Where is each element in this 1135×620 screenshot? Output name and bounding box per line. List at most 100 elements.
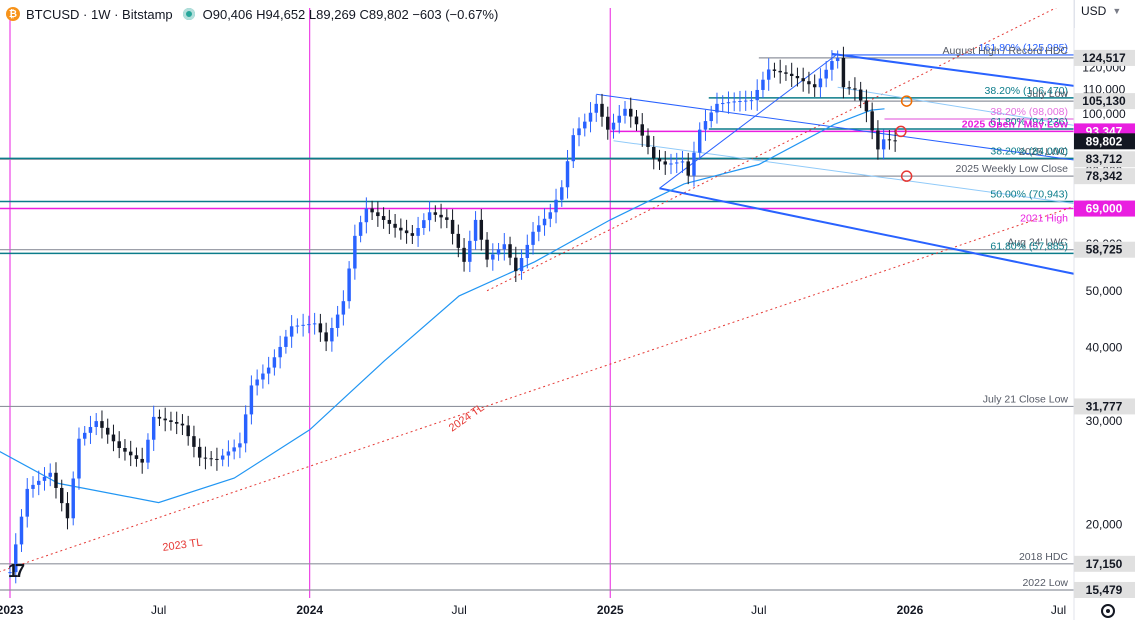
candle-body — [537, 225, 541, 232]
level-label: 2018 HDC — [1019, 551, 1068, 563]
candle-body — [180, 423, 185, 426]
candle-body — [795, 75, 800, 79]
candle-body — [427, 212, 432, 221]
candle-body — [600, 103, 604, 117]
level-label: Aug 24' LWC — [1007, 237, 1068, 249]
candle-body — [652, 147, 656, 159]
candle-body — [789, 73, 794, 76]
price-badge — [1074, 555, 1135, 572]
candle-body — [698, 129, 702, 153]
candle-body — [606, 116, 610, 130]
candle-body — [209, 458, 213, 460]
y-tick-label: 40,000 — [1086, 341, 1123, 355]
level-marker-circle — [900, 95, 913, 107]
price-badge — [1074, 398, 1135, 415]
candle-body — [657, 158, 662, 162]
channel-line — [613, 140, 1074, 205]
price-badge — [1074, 49, 1135, 66]
candle-body — [893, 140, 897, 142]
candle-body — [364, 208, 369, 223]
candle-body — [433, 212, 438, 215]
candle-body — [399, 227, 403, 231]
visibility-icon[interactable] — [182, 8, 195, 20]
candle-body — [330, 327, 334, 342]
candle-body — [801, 78, 805, 82]
candle-body — [307, 324, 311, 326]
x-tick-label: Jul — [1051, 603, 1066, 617]
price-badge — [1074, 581, 1135, 598]
candle-body — [841, 57, 846, 88]
channel-line — [596, 93, 1074, 161]
candle-body — [525, 244, 530, 259]
candle-body — [554, 199, 558, 213]
channel-line — [837, 86, 1074, 126]
candle-body — [238, 443, 242, 448]
candle-body — [445, 217, 449, 220]
y-tick-label: 20,000 — [1086, 518, 1123, 532]
bitcoin-icon: ₿ — [6, 7, 20, 21]
trendline-label: 2023 TL — [162, 536, 203, 553]
candle-body — [220, 455, 225, 460]
time-axis — [0, 598, 1074, 620]
price-badge — [1074, 93, 1135, 110]
candle-body — [766, 69, 771, 80]
candle-body — [174, 421, 179, 424]
candle-body — [468, 240, 472, 262]
candle-body — [123, 448, 127, 452]
candle-body — [387, 219, 392, 224]
candle-body — [25, 488, 29, 517]
candle-body — [646, 135, 650, 148]
candle-body — [784, 72, 788, 74]
candle-body — [128, 451, 133, 456]
candle-body — [692, 152, 696, 176]
symbol-title[interactable]: BTCUSD · 1W · Bitstamp — [26, 6, 173, 22]
candle-body — [864, 100, 869, 112]
candle-body — [192, 436, 196, 447]
x-tick-label: Jul — [751, 603, 766, 617]
candle-body — [272, 357, 277, 368]
price-badge-label: 124,517 — [1082, 51, 1126, 65]
price-badge — [1074, 133, 1135, 150]
candle-body — [42, 476, 47, 481]
ohlc-high: H94,652 — [256, 6, 306, 22]
candle-body — [393, 223, 397, 228]
candle-body — [565, 161, 570, 188]
candle-body — [8, 572, 12, 574]
candle-body — [140, 458, 144, 463]
candle-body — [186, 425, 190, 437]
candle-body — [301, 324, 305, 326]
candle-body — [772, 69, 777, 71]
candle-body — [686, 161, 690, 176]
settings-icon[interactable] — [1101, 604, 1115, 618]
candle-body — [335, 314, 340, 328]
candle-body — [278, 346, 282, 358]
x-tick-label: 2026 — [897, 603, 924, 617]
candle-body — [410, 233, 415, 236]
candle-body — [835, 57, 840, 62]
level-label: 38.20% (98,008) — [990, 106, 1068, 118]
candle-body — [318, 323, 323, 333]
candle-body — [404, 230, 409, 234]
candle-body — [226, 451, 231, 456]
candle-body — [324, 332, 328, 342]
price-badge-label: 31,777 — [1086, 399, 1123, 413]
level-marker-circle — [895, 125, 907, 138]
candle-body — [669, 163, 673, 165]
level-label: 2025 Open / May Low — [962, 118, 1069, 130]
candle-body — [31, 484, 35, 489]
currency-selector[interactable]: USD ▼ — [1074, 0, 1135, 28]
price-badge-label: 78,342 — [1086, 169, 1123, 183]
candle-body — [830, 61, 834, 70]
candle-body — [94, 421, 98, 427]
candle-body — [853, 88, 857, 90]
channel-line — [831, 52, 1074, 87]
candle-body — [261, 373, 265, 380]
candle-body — [88, 426, 93, 433]
candle-body — [347, 268, 351, 302]
price-badge — [1074, 151, 1135, 168]
level-label: 2022 Low — [1022, 577, 1068, 589]
candle-body — [295, 325, 300, 327]
candle-body — [284, 336, 288, 347]
candle-body — [358, 222, 363, 236]
